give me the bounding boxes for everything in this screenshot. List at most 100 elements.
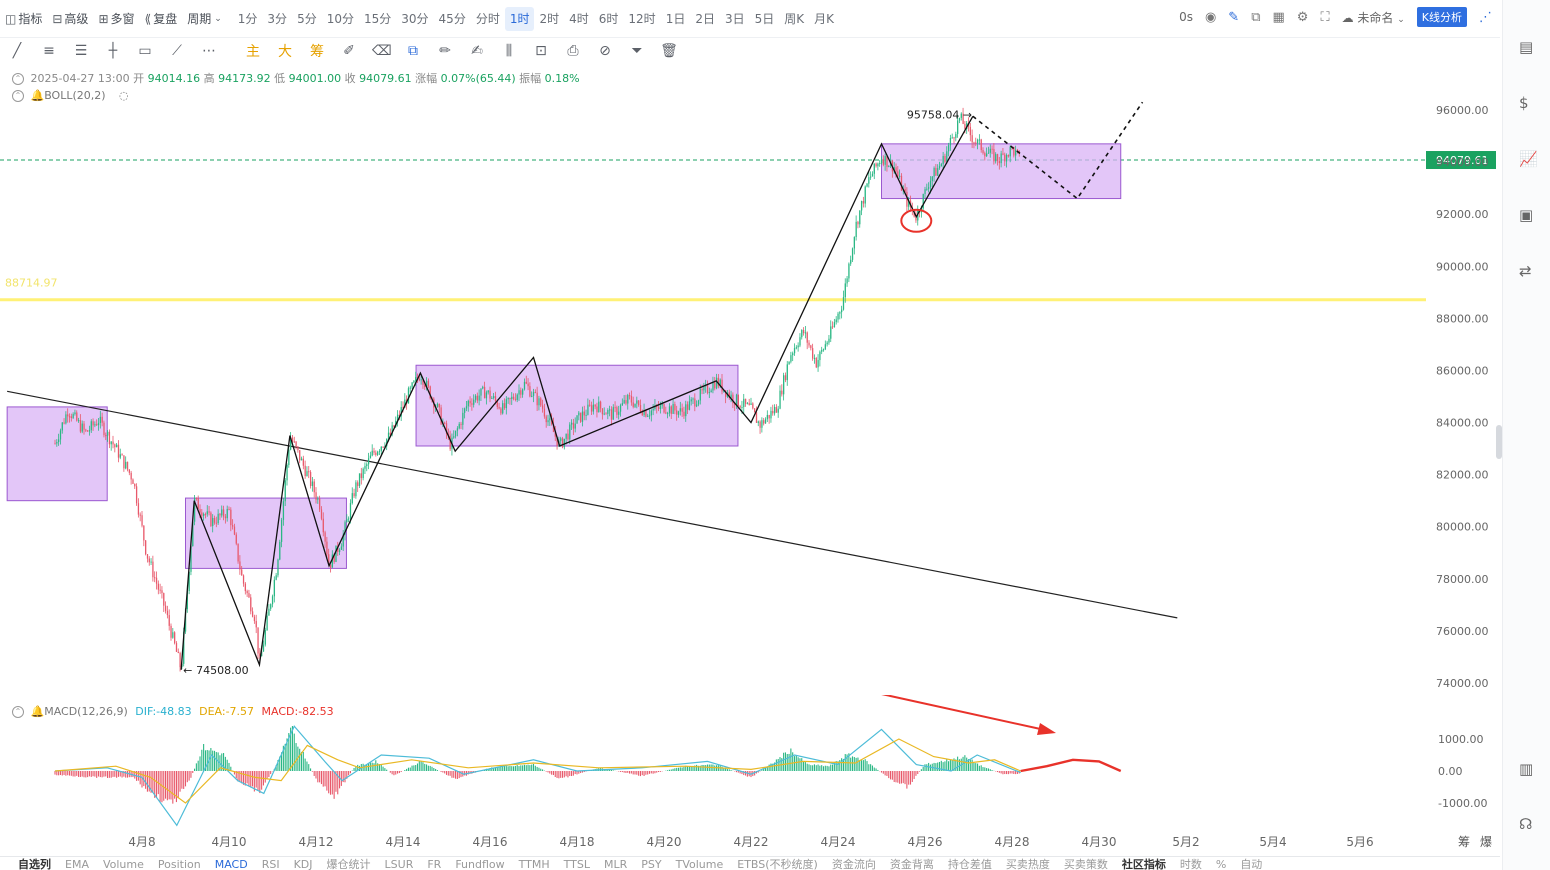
- indicator-tab-9[interactable]: FR: [427, 858, 442, 870]
- document-icon[interactable]: ▤: [1519, 38, 1534, 56]
- timeframe-7[interactable]: 分时: [475, 11, 500, 26]
- period-dropdown[interactable]: 周期 ⌄: [187, 12, 222, 26]
- timeframe-10[interactable]: 4时: [569, 11, 589, 26]
- fullscreen-icon[interactable]: ⛶: [1320, 9, 1330, 25]
- indicator-tab-19[interactable]: 持仓差值: [947, 858, 992, 870]
- chip-tool[interactable]: 筹: [310, 44, 324, 60]
- share-icon[interactable]: ⋰: [1479, 9, 1492, 25]
- macd-projection-line[interactable]: [1020, 758, 1122, 773]
- gear-icon[interactable]: ⚙: [1296, 9, 1309, 25]
- dollar-icon[interactable]: $: [1519, 94, 1529, 112]
- layout-icon[interactable]: ▥: [1519, 760, 1534, 778]
- magnet-tool-icon[interactable]: ⊘: [599, 43, 611, 59]
- red-circle-marker[interactable]: [900, 208, 933, 233]
- camera-icon[interactable]: ◉: [1204, 9, 1217, 25]
- more-tools-icon[interactable]: ⋯: [202, 43, 216, 59]
- timeframe-4[interactable]: 15分: [363, 11, 392, 26]
- indicator-tab-17[interactable]: 资金流向: [831, 858, 876, 870]
- boll-indicator-label[interactable]: ⌃ 🔔BOLL(20,2) ◌: [12, 89, 129, 102]
- timeframe-0[interactable]: 1分: [237, 11, 258, 26]
- indicator-tab-4[interactable]: MACD: [214, 858, 248, 870]
- red-arrow-line[interactable]: [845, 695, 1046, 731]
- indicator-tab-1[interactable]: EMA: [65, 858, 89, 870]
- indicator-tab-22[interactable]: 社区指标: [1121, 858, 1166, 870]
- collapse-icon[interactable]: ⌃: [12, 90, 24, 102]
- timeframe-11[interactable]: 6时: [598, 11, 619, 26]
- headset-icon[interactable]: ☊: [1519, 815, 1533, 833]
- trash-icon[interactable]: 🗑: [660, 43, 678, 59]
- erase-drawing-icon[interactable]: ⌫: [372, 43, 392, 59]
- indicator-tab-24[interactable]: %: [1215, 858, 1227, 870]
- timeframe-15[interactable]: 3日: [724, 11, 745, 26]
- macd-chart[interactable]: 1000.00 0.00 -1000.00: [0, 695, 1500, 855]
- timeframe-8[interactable]: 1时: [504, 6, 535, 31]
- indicator-tab-11[interactable]: TTMH: [518, 858, 550, 870]
- indicator-tab-5[interactable]: RSI: [261, 858, 280, 870]
- timeframe-17[interactable]: 周K: [784, 11, 805, 26]
- indicator-tab-3[interactable]: Position: [157, 858, 201, 870]
- timeframe-18[interactable]: 月K: [814, 11, 834, 26]
- timeframe-1[interactable]: 3分: [267, 11, 288, 26]
- burst-button[interactable]: 爆: [1480, 835, 1492, 849]
- channel-tool-icon[interactable]: ☰: [74, 43, 88, 59]
- timeframe-5[interactable]: 30分: [401, 11, 429, 26]
- advanced-button[interactable]: ⊟ 高级: [52, 11, 89, 27]
- timeframe-2[interactable]: 5分: [297, 11, 317, 26]
- collapse-icon[interactable]: ⌃: [12, 706, 24, 718]
- brush-tool-icon[interactable]: ✍: [471, 43, 483, 59]
- indicator-tab-18[interactable]: 资金背离: [889, 858, 934, 870]
- horizontal-line-tool-icon[interactable]: ┼: [108, 43, 118, 59]
- indicator-tab-25[interactable]: 自动: [1240, 858, 1263, 870]
- workspace-selector[interactable]: ☁ 未命名 ⌄: [1341, 10, 1405, 25]
- share-window-icon[interactable]: ⧉: [1251, 9, 1261, 25]
- exchange-icon[interactable]: ⇄: [1519, 262, 1532, 280]
- chip-distribution-button[interactable]: 筹: [1458, 835, 1470, 849]
- timeframe-16[interactable]: 5日: [754, 11, 775, 26]
- indicator-tab-6[interactable]: KDJ: [293, 858, 313, 870]
- note-tool-icon[interactable]: ⎙: [567, 43, 579, 59]
- indicator-tab-14[interactable]: PSY: [641, 858, 662, 870]
- indicator-tab-15[interactable]: TVolume: [675, 858, 724, 870]
- indicator-tab-12[interactable]: TTSL: [563, 858, 591, 870]
- parallel-lines-tool-icon[interactable]: ≡: [43, 43, 55, 59]
- indicator-tab-23[interactable]: 时数: [1179, 858, 1202, 870]
- price-chart[interactable]: 88714.97 94079.61 95758.04 → ← 74508.00 9600…: [0, 0, 1500, 700]
- calculator-icon[interactable]: ▦: [1272, 9, 1285, 25]
- consolidation-zone[interactable]: [6, 406, 108, 502]
- projection-dashed-line[interactable]: [972, 101, 1144, 200]
- rectangle-tool-icon[interactable]: ▭: [138, 43, 152, 59]
- trend-chart-icon[interactable]: 📈: [1519, 150, 1538, 168]
- ruler-tool-icon[interactable]: ✏: [439, 43, 451, 59]
- consolidation-zone[interactable]: [185, 497, 347, 569]
- big-order-tool[interactable]: 大: [278, 44, 292, 60]
- indicator-tab-20[interactable]: 买卖热度: [1005, 858, 1050, 870]
- multi-window-button[interactable]: ⊞ 多窗: [98, 11, 135, 27]
- sidebar-resize-handle[interactable]: [1496, 425, 1502, 459]
- pen-icon[interactable]: ✎: [1228, 9, 1240, 25]
- timeframe-9[interactable]: 2时: [539, 11, 560, 26]
- eye-hidden-icon[interactable]: ◌: [119, 89, 129, 102]
- edit-tool-icon[interactable]: ✐: [343, 43, 355, 59]
- main-force-tool[interactable]: 主: [246, 44, 260, 60]
- indicator-tab-0[interactable]: 自选列: [18, 858, 51, 870]
- indicator-tab-16[interactable]: ETBS(不秒统度): [737, 858, 818, 870]
- collapse-icon[interactable]: ⌃: [12, 73, 24, 85]
- timeframe-14[interactable]: 2日: [695, 11, 715, 26]
- timeframe-6[interactable]: 45分: [438, 11, 466, 26]
- timeframe-13[interactable]: 1日: [665, 11, 686, 26]
- indicator-tab-7[interactable]: 爆仓统计: [326, 858, 371, 870]
- replay-button[interactable]: ⟪ 复盘: [144, 11, 178, 27]
- monitor-chart-icon[interactable]: ▣: [1519, 206, 1534, 224]
- kline-analysis-button[interactable]: K线分析: [1416, 7, 1467, 27]
- indicator-tab-2[interactable]: Volume: [102, 858, 144, 870]
- wave-zigzag-line[interactable]: [180, 115, 974, 670]
- filter-tool-icon[interactable]: ⏷: [631, 43, 643, 59]
- indicator-tab-10[interactable]: Fundflow: [455, 858, 505, 870]
- timeframe-3[interactable]: 10分: [326, 11, 354, 26]
- fibonacci-tool-icon[interactable]: ⟋: [172, 43, 182, 59]
- timeframe-12[interactable]: 12时: [628, 11, 656, 26]
- indicator-button[interactable]: ◫ 指标: [5, 11, 43, 27]
- lock-tool-icon[interactable]: ⊡: [535, 43, 547, 59]
- indicator-tab-8[interactable]: LSUR: [384, 858, 414, 870]
- descending-trend-line[interactable]: [7, 390, 1178, 619]
